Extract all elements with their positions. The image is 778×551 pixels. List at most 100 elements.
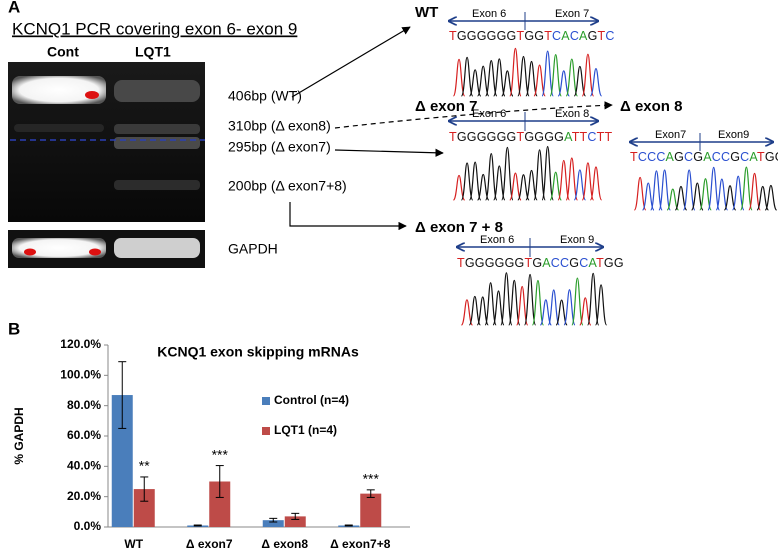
trace-peak xyxy=(589,68,603,97)
sequence: TGGGGGGTGACCGCATGG xyxy=(457,256,624,270)
trace-peak xyxy=(460,299,474,326)
base: C xyxy=(560,256,569,270)
exon-label: Exon 6 xyxy=(472,108,506,120)
bar xyxy=(111,395,133,527)
panel-title: KCNQ1 PCR covering exon 6- exon 9 xyxy=(12,19,297,38)
band-label: 406bp (WT) xyxy=(228,88,302,104)
bar xyxy=(133,489,155,527)
trace-peak xyxy=(500,272,513,326)
base: C xyxy=(552,29,561,43)
base: C xyxy=(721,150,730,164)
x-tick-label: Δ exon7 xyxy=(186,537,233,551)
base: A xyxy=(579,29,588,43)
exon-label: Exon 7 xyxy=(555,8,589,20)
base: G xyxy=(465,256,475,270)
exon-label: Exon7 xyxy=(655,129,686,141)
trace-title: Δ exon 7 xyxy=(415,98,477,115)
trace-peak xyxy=(539,299,552,326)
trace-peak xyxy=(547,289,560,326)
trace-peak xyxy=(525,169,538,201)
base: G xyxy=(524,29,534,43)
trace-peak xyxy=(740,166,753,211)
x-tick-label: Δ exon7+8 xyxy=(330,537,391,551)
sequence: TCCCAGCGACCGCATGG xyxy=(630,150,778,164)
trace-peak xyxy=(731,175,745,211)
legend-swatch xyxy=(262,397,270,405)
base: G xyxy=(497,29,507,43)
trace-title: Δ exon 8 xyxy=(620,98,682,115)
base: A xyxy=(703,150,712,164)
trace-peak xyxy=(517,55,530,97)
trace-peak xyxy=(571,277,584,326)
base: G xyxy=(765,150,775,164)
base: T xyxy=(516,130,524,144)
base: G xyxy=(775,150,778,164)
base: G xyxy=(507,29,517,43)
loading-control-label: GAPDH xyxy=(228,241,278,257)
trace-peak xyxy=(555,299,568,326)
trace-peak xyxy=(541,50,554,97)
base: G xyxy=(457,29,467,43)
panel-label: A xyxy=(8,0,20,16)
trace-peak xyxy=(699,178,712,211)
exon-label: Exon 6 xyxy=(472,8,506,20)
trace-peak xyxy=(508,279,521,326)
trace-peak xyxy=(573,65,587,97)
trace-peak xyxy=(476,296,489,326)
trace-peak xyxy=(468,295,481,326)
base: G xyxy=(477,29,487,43)
base: G xyxy=(467,29,477,43)
exon-label: Exon 6 xyxy=(480,234,514,246)
base: G xyxy=(693,150,703,164)
base: G xyxy=(534,130,544,144)
trace-peak xyxy=(485,152,498,201)
trace-peak xyxy=(594,284,608,326)
trace-peak xyxy=(493,165,506,201)
base: C xyxy=(647,150,656,164)
trace-peak xyxy=(641,182,655,211)
base: C xyxy=(684,150,693,164)
band-label: 200bp (Δ exon7+8) xyxy=(228,178,347,194)
sequence: TGGGGGGTGGGGATTCTT xyxy=(449,130,612,144)
trace-peak xyxy=(691,182,704,211)
base: T xyxy=(524,256,532,270)
trace-peak xyxy=(460,56,474,97)
x-tick-label: Δ exon8 xyxy=(261,537,308,551)
y-tick-label: 100.0% xyxy=(60,368,101,382)
base: T xyxy=(449,29,457,43)
trace-peak xyxy=(523,273,537,326)
legend-swatch xyxy=(262,427,270,435)
trace-peak xyxy=(563,289,576,326)
base: G xyxy=(497,130,507,144)
base: G xyxy=(467,130,477,144)
base: G xyxy=(674,150,684,164)
base: T xyxy=(580,130,588,144)
gel xyxy=(8,62,205,268)
chart-title: KCNQ1 exon skipping mRNAs xyxy=(157,344,359,360)
x-tick-label: WT xyxy=(124,537,143,551)
base: A xyxy=(564,130,573,144)
base: G xyxy=(475,256,485,270)
bar xyxy=(209,481,231,527)
legend-label: Control (n=4) xyxy=(274,393,349,407)
trace-title: WT xyxy=(415,4,438,21)
base: G xyxy=(604,256,614,270)
trace-peak xyxy=(549,54,562,97)
exon-label: Exon 9 xyxy=(560,234,594,246)
base: G xyxy=(495,256,505,270)
base: G xyxy=(487,29,497,43)
trace-peak xyxy=(525,60,538,97)
trace-peak xyxy=(565,58,579,97)
y-tick-label: 0.0% xyxy=(74,519,102,533)
trace-peak xyxy=(650,170,663,211)
trace-peak xyxy=(517,174,530,201)
base: A xyxy=(588,256,597,270)
trace-peak xyxy=(682,169,696,211)
base: A xyxy=(749,150,758,164)
base: T xyxy=(597,130,605,144)
trace-peak xyxy=(579,297,592,326)
base: C xyxy=(740,150,749,164)
base: A xyxy=(542,256,551,270)
sequence: TGGGGGGTGGTCACAGTC xyxy=(449,29,615,43)
